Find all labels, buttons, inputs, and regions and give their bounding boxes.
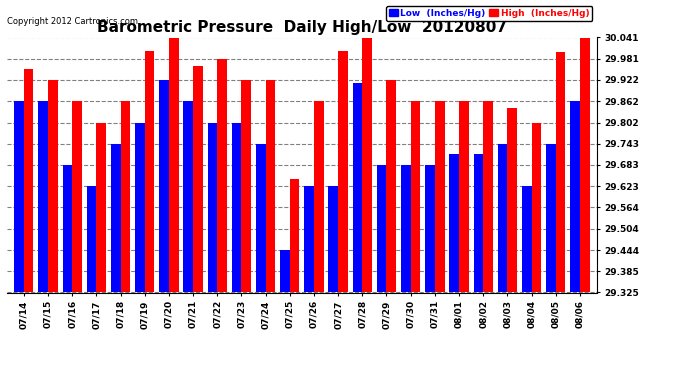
Bar [135, 123, 145, 292]
Bar [546, 144, 555, 292]
Bar [14, 101, 24, 292]
Bar [145, 51, 155, 292]
Bar [425, 165, 435, 292]
Bar [241, 80, 251, 292]
Bar [97, 123, 106, 292]
Bar [531, 123, 541, 292]
Bar [449, 154, 459, 292]
Bar [159, 80, 169, 292]
Bar [377, 165, 386, 292]
Bar [208, 123, 217, 292]
Bar [193, 66, 203, 292]
Bar [483, 101, 493, 292]
Bar [266, 80, 275, 292]
Bar [386, 80, 396, 292]
Bar [522, 186, 531, 292]
Bar [184, 101, 193, 292]
Bar [63, 165, 72, 292]
Title: Barometric Pressure  Daily High/Low  20120807: Barometric Pressure Daily High/Low 20120… [97, 20, 507, 35]
Bar [111, 144, 121, 292]
Bar [497, 144, 507, 292]
Bar [304, 186, 314, 292]
Bar [411, 101, 420, 292]
Bar [280, 250, 290, 292]
Legend: Low  (Inches/Hg), High  (Inches/Hg): Low (Inches/Hg), High (Inches/Hg) [386, 6, 592, 21]
Bar [362, 38, 372, 292]
Bar [87, 186, 97, 292]
Bar [290, 179, 299, 292]
Bar [328, 186, 338, 292]
Text: Copyright 2012 Cartronics.com: Copyright 2012 Cartronics.com [7, 17, 138, 26]
Bar [256, 144, 266, 292]
Bar [72, 101, 82, 292]
Bar [314, 101, 324, 292]
Bar [48, 80, 58, 292]
Bar [473, 154, 483, 292]
Bar [353, 84, 362, 292]
Bar [570, 101, 580, 292]
Bar [121, 101, 130, 292]
Bar [217, 59, 227, 292]
Bar [507, 108, 517, 292]
Bar [555, 52, 565, 292]
Bar [459, 101, 469, 292]
Bar [580, 38, 589, 292]
Bar [169, 38, 179, 292]
Bar [39, 101, 48, 292]
Bar [338, 51, 348, 292]
Bar [232, 123, 241, 292]
Bar [401, 165, 411, 292]
Bar [435, 101, 444, 292]
Bar [24, 69, 34, 292]
